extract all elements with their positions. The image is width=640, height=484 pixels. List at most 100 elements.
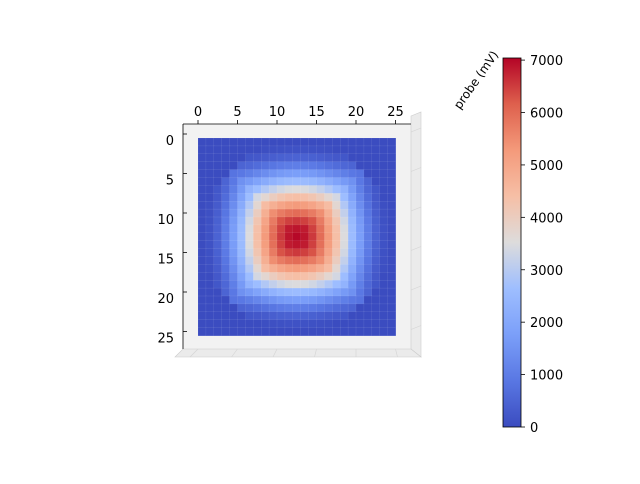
heatmap-cell — [316, 145, 326, 155]
pane-grid-line — [410, 206, 422, 212]
heatmap-cell — [332, 208, 341, 218]
heatmap-cell — [253, 153, 262, 163]
heatmap-cell — [229, 295, 239, 305]
heatmap-cell — [276, 295, 286, 305]
heatmap-cell — [324, 240, 333, 250]
heatmap-cell — [324, 287, 333, 297]
heatmap-cell — [371, 224, 381, 234]
heatmap-cell — [229, 177, 239, 187]
heatmap-cell — [332, 185, 341, 194]
heatmap-cell — [221, 137, 231, 147]
heatmap-cell — [253, 303, 262, 313]
heatmap-cell — [379, 327, 389, 337]
heatmap-cell — [268, 169, 278, 179]
heatmap-cell — [245, 232, 254, 242]
heatmap-cell — [324, 193, 333, 202]
heatmap-cell — [347, 327, 357, 337]
heatmap-cell — [268, 319, 278, 329]
heatmap-cell — [276, 200, 286, 210]
heatmap-cell — [229, 137, 239, 147]
bottom-side-pane — [174, 348, 422, 358]
heatmap-cell — [340, 264, 349, 273]
heatmap-cell — [284, 137, 294, 147]
heatmap-cell — [316, 327, 326, 337]
heatmap-cell — [237, 256, 247, 266]
heatmap-cell — [237, 327, 247, 337]
heatmap-cell — [268, 264, 278, 273]
heatmap-cell — [261, 224, 270, 234]
heatmap-cell — [340, 311, 349, 321]
heatmap-cell — [355, 311, 365, 321]
heatmap-cell — [245, 295, 254, 305]
heatmap-cell — [205, 185, 215, 194]
heatmap-cell — [229, 256, 239, 266]
heatmap-cell — [253, 208, 262, 218]
heatmap-cell — [300, 311, 310, 321]
heatmap-cell — [363, 137, 373, 147]
heatmap-cell — [355, 280, 365, 289]
heatmap-cell — [292, 153, 302, 163]
heatmap-cell — [363, 153, 373, 163]
heatmap-cell — [347, 153, 357, 163]
heatmap-cell — [253, 280, 262, 289]
heatmap-cell — [276, 137, 286, 147]
heatmap-cell — [371, 177, 381, 187]
heatmap-cell — [213, 137, 223, 147]
heatmap-cell — [340, 303, 349, 313]
heatmap-cell — [268, 303, 278, 313]
heatmap-cell — [237, 193, 247, 202]
heatmap-cell — [292, 272, 302, 281]
heatmap-cell — [308, 200, 318, 210]
heatmap-cell — [245, 153, 254, 163]
heatmap-cell — [292, 161, 302, 171]
heatmap-cell — [308, 248, 318, 258]
heatmap-cell — [205, 161, 215, 171]
heatmap-cell — [276, 327, 286, 337]
heatmap-cell — [276, 264, 286, 273]
heatmap-cell — [237, 240, 247, 250]
heatmap-cell — [371, 311, 381, 321]
heatmap-cell — [221, 311, 231, 321]
heatmap-cell — [300, 145, 310, 155]
heatmap-cell — [379, 303, 389, 313]
heatmap-cell — [355, 145, 365, 155]
heatmap-cell — [371, 295, 381, 305]
heatmap-cell — [308, 169, 318, 179]
heatmap-cell — [261, 137, 270, 147]
heatmap-cell — [284, 287, 294, 297]
heatmap-cell — [268, 193, 278, 202]
heatmap-cell — [308, 240, 318, 250]
heatmap-cell — [308, 272, 318, 281]
heatmap-cell — [253, 161, 262, 171]
heatmap-cell — [253, 319, 262, 329]
heatmap-cell — [355, 177, 365, 187]
heatmap-cell — [332, 287, 341, 297]
heatmap-cell — [292, 169, 302, 179]
heatmap-cell — [237, 177, 247, 187]
heatmap-cell — [355, 193, 365, 202]
heatmap-cell — [292, 224, 302, 234]
heatmap-cell — [300, 303, 310, 313]
heatmap-cell — [300, 185, 310, 194]
heatmap-cell — [300, 280, 310, 289]
heatmap-cell — [221, 319, 231, 329]
heatmap-cell — [363, 311, 373, 321]
heatmap-cell — [300, 177, 310, 187]
heatmap-cell — [221, 185, 231, 194]
heatmap-cell — [197, 264, 207, 273]
heatmap-cell — [324, 295, 333, 305]
heatmap-cell — [324, 319, 333, 329]
heatmap-cell — [308, 287, 318, 297]
heatmap-cell — [284, 303, 294, 313]
pane-grid-line — [189, 348, 199, 358]
heatmap-cell — [371, 240, 381, 250]
heatmap-cell — [229, 232, 239, 242]
x-tick-label: 25 — [387, 105, 404, 120]
heatmap-cell — [371, 145, 381, 155]
heatmap-cell — [268, 145, 278, 155]
heatmap-cell — [205, 303, 215, 313]
heatmap-cell — [355, 185, 365, 194]
heatmap-cell — [316, 200, 326, 210]
heatmap-cell — [387, 200, 397, 210]
